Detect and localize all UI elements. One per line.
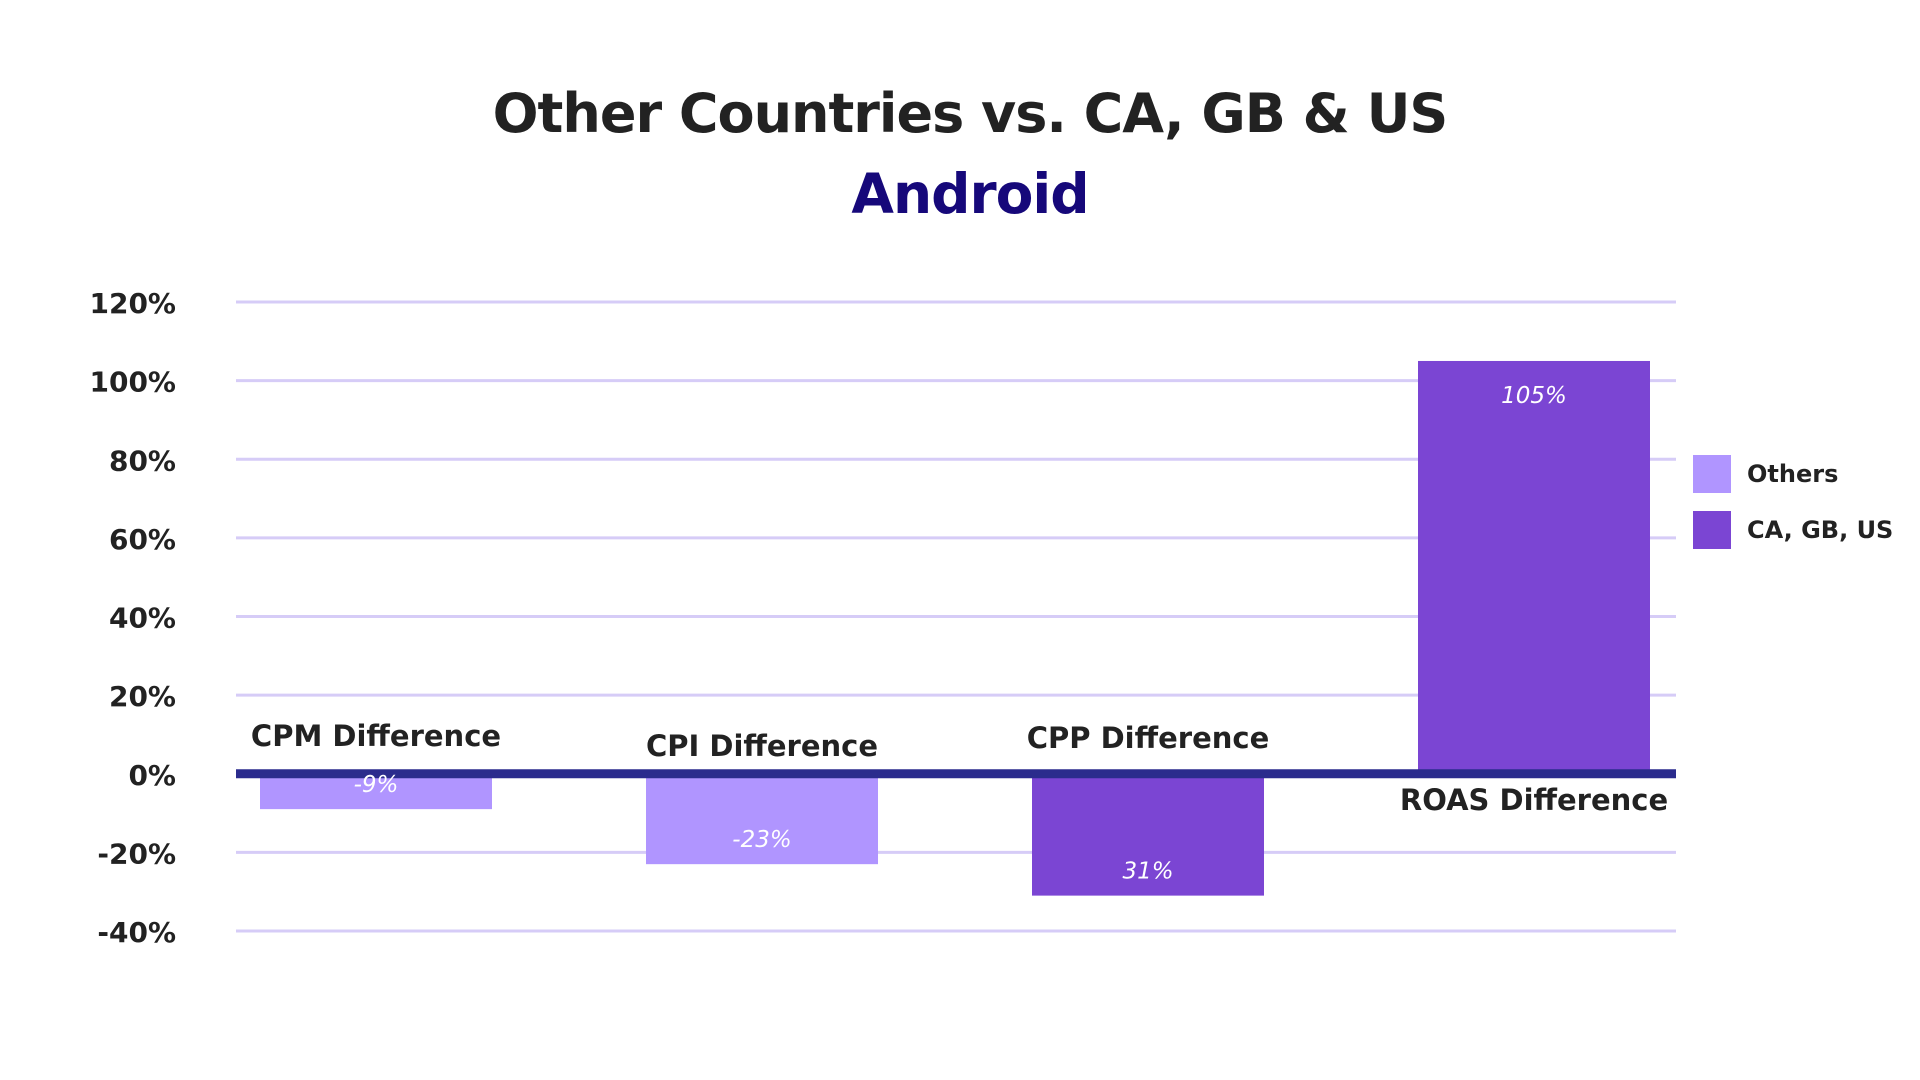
bar	[646, 773, 878, 865]
data-label: 105%	[1501, 383, 1567, 409]
y-tick-label: 40%	[109, 602, 176, 635]
y-tick-label: 120%	[89, 287, 176, 320]
y-tick-label: 80%	[109, 444, 176, 477]
y-tick-label: 0%	[128, 759, 176, 792]
bar	[1418, 360, 1650, 774]
data-label: -23%	[732, 827, 791, 853]
category-label: ROAS Difference	[1400, 783, 1668, 817]
legend-swatch-others	[1693, 455, 1731, 493]
data-label: 31%	[1122, 859, 1173, 885]
category-label: CPP Difference	[1027, 721, 1270, 755]
y-tick-label: 60%	[109, 523, 176, 556]
y-tick-label: -20%	[97, 837, 176, 870]
legend-label-others: Others	[1747, 460, 1839, 488]
legend-label-ca-gb-us: CA, GB, US	[1747, 516, 1894, 544]
chart-subtitle: Android	[851, 162, 1089, 226]
category-label: CPI Difference	[646, 729, 878, 763]
data-label: -9%	[354, 772, 399, 798]
y-tick-label: 20%	[109, 680, 176, 713]
legend-swatch-ca-gb-us	[1693, 511, 1731, 549]
chart-title: Other Countries vs. CA, GB & US	[492, 82, 1449, 145]
category-label: CPM Difference	[251, 719, 501, 753]
bar	[1032, 773, 1264, 896]
y-tick-label: 100%	[89, 366, 176, 399]
bar	[260, 773, 492, 810]
y-tick-label: -40%	[97, 916, 176, 949]
